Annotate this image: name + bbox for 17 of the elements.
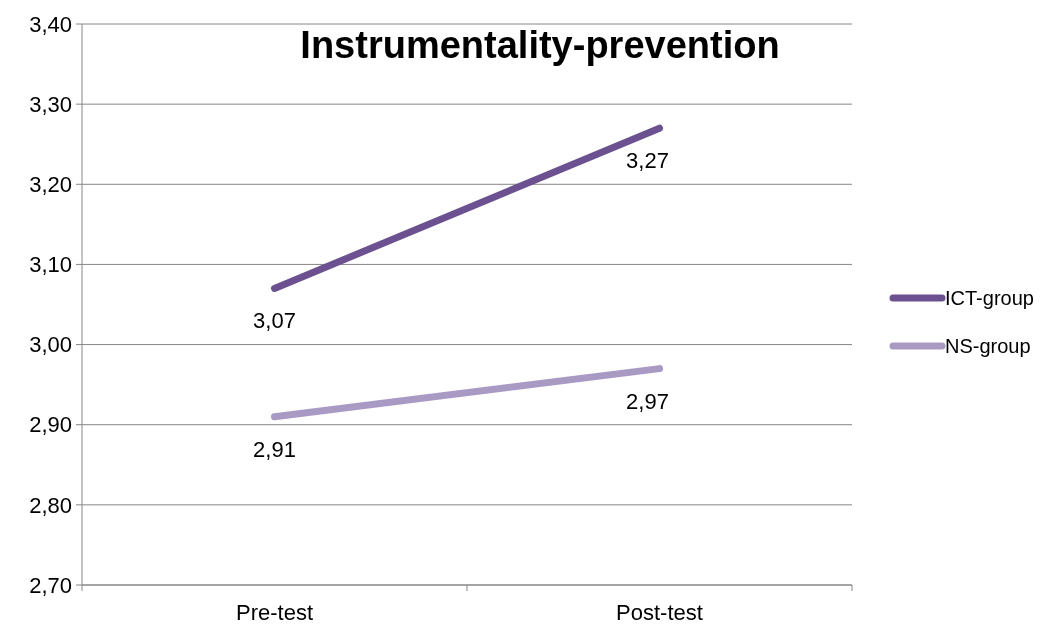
data-label: 2,97 (626, 388, 669, 414)
legend-label: NS-group (945, 335, 1031, 357)
data-label: 2,91 (253, 436, 296, 462)
x-tick-label: Post-test (616, 600, 703, 625)
y-tick-label: 3,10 (29, 252, 72, 278)
y-tick-label: 3,00 (29, 332, 72, 358)
legend-label: ICT-group (945, 287, 1034, 309)
y-tick-label: 2,70 (29, 572, 72, 598)
y-tick-label: 2,80 (29, 492, 72, 518)
x-tick-label: Pre-test (235, 600, 314, 625)
y-tick-label: 3,40 (29, 11, 72, 37)
y-tick-label: 2,90 (29, 412, 72, 438)
data-label: 3,27 (626, 148, 669, 174)
y-tick-label: 3,30 (29, 91, 72, 117)
chart-title: Instrumentality-prevention (300, 24, 780, 66)
data-label: 3,07 (253, 308, 296, 334)
y-tick-label: 3,20 (29, 171, 72, 197)
